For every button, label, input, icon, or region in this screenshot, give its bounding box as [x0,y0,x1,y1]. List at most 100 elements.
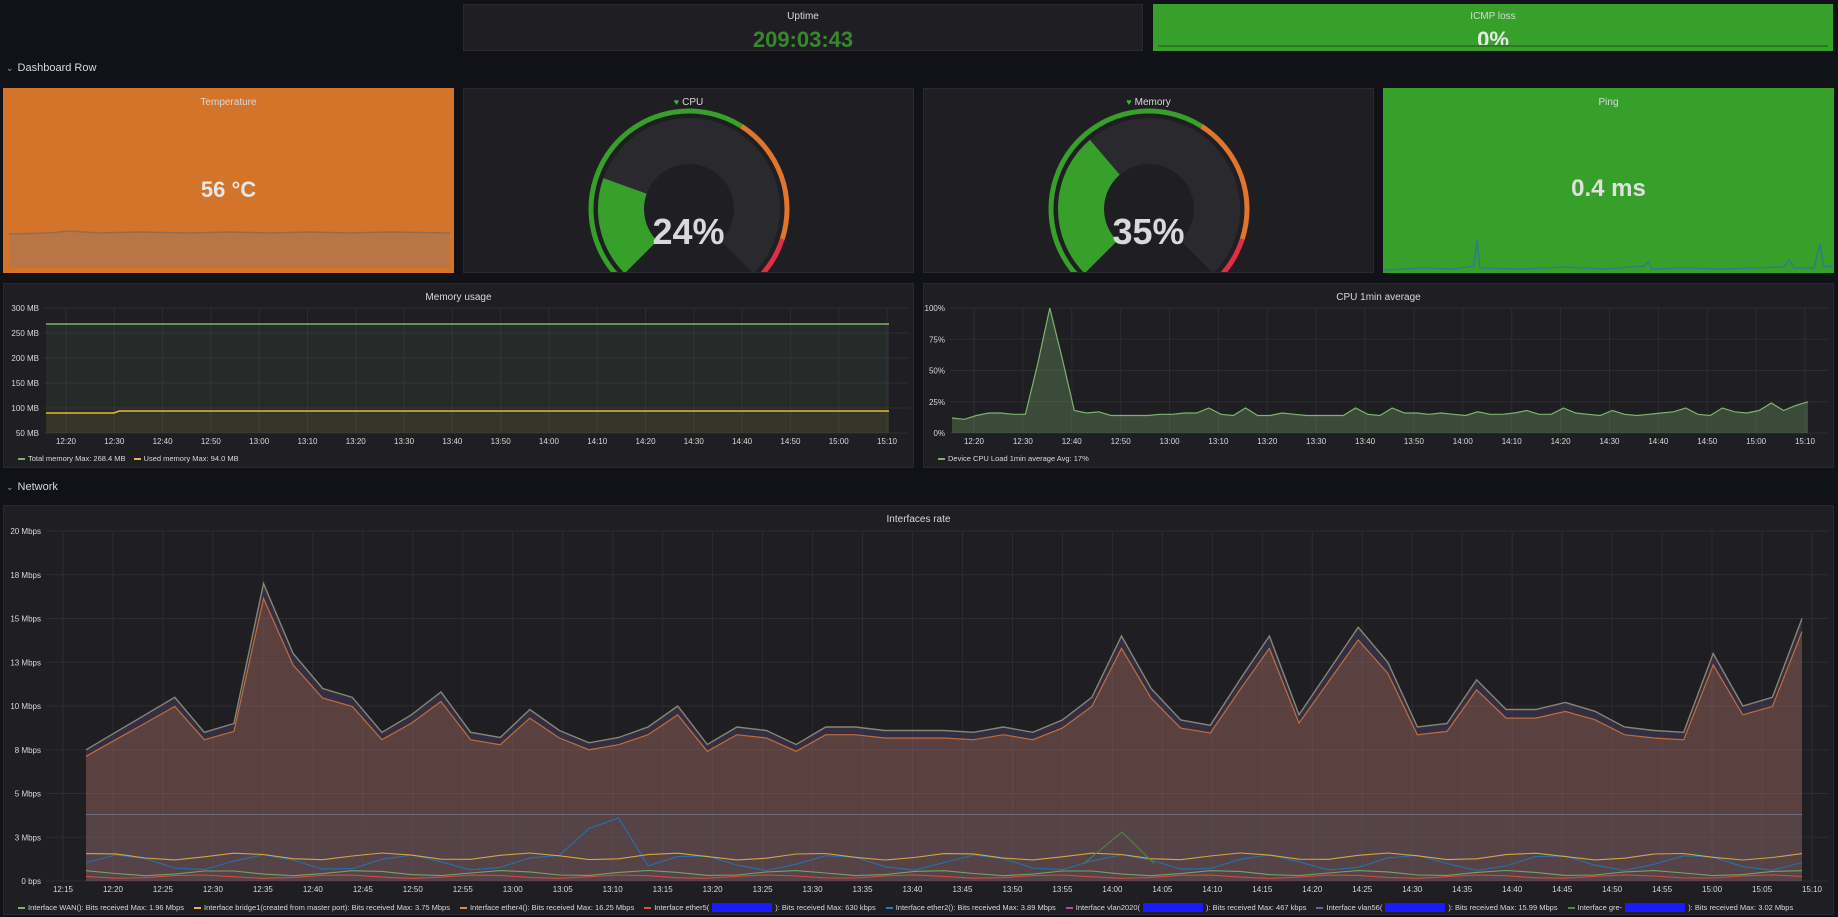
x-tick-label: 13:30 [1306,437,1327,446]
y-tick-label: 0% [933,429,945,438]
ether4-area [86,598,1802,881]
x-tick-label: 13:50 [491,437,512,446]
cpu-average-title: CPU 1min average [1336,292,1421,303]
y-tick-label: 15 Mbps [10,615,41,624]
memory-gauge-panel[interactable]: ♥ Memory 35% [923,88,1374,273]
x-tick-label: 14:20 [1302,885,1323,894]
x-tick-label: 14:10 [1202,885,1223,894]
x-tick-label: 14:40 [1648,437,1669,446]
legend-label: Interface ether5( [654,903,710,912]
redacted-block [1625,903,1686,912]
legend-item[interactable]: Interface ether2(): Bits received Max: 3… [885,903,1056,912]
legend-swatch [1065,906,1073,909]
ping-panel[interactable]: Ping 0.4 ms [1383,88,1834,273]
legend-item[interactable]: Interface ether4(): Bits received Max: 1… [459,903,635,912]
y-tick-label: 5 Mbps [15,790,41,799]
row-dashboard-header[interactable]: ⌄ Dashboard Row [6,62,96,74]
row-network-title: Network [17,481,58,493]
used-memory-area [46,411,889,433]
y-tick-label: 18 Mbps [10,571,41,580]
x-tick-label: 14:00 [1102,885,1123,894]
temperature-panel[interactable]: Temperature 56 °C [3,88,454,273]
x-tick-label: 14:30 [1402,885,1423,894]
x-tick-label: 13:40 [1355,437,1376,446]
y-tick-label: 100% [925,304,945,313]
total-memory-area [46,324,889,433]
x-tick-label: 15:10 [1795,437,1816,446]
gauge-value-arc [598,178,658,272]
x-tick-label: 13:10 [297,437,318,446]
legend-item[interactable]: Interface vlan56( ): Bits received Max: 1… [1316,903,1558,912]
bridge-band-area [86,814,1802,881]
legend-label-suffix: ): Bits received Max: 3.02 Mbps [1688,903,1794,912]
gauge-threshold-band [1220,238,1245,272]
x-tick-label: 13:55 [1052,885,1073,894]
interfaces-rate-title: Interfaces rate [886,514,951,525]
legend-label: Interface vlan2020( [1075,903,1141,912]
gauge-threshold-band [740,124,790,241]
interfaces-rate-legend: Interface WAN(): Bits received Max: 1.96… [18,903,1793,912]
legend-swatch [459,906,467,909]
legend-label: Interface ether4(): Bits received Max: 1… [469,903,635,912]
x-tick-label: 15:10 [1802,885,1823,894]
interface-line [85,869,1803,877]
temperature-sparkline [9,230,450,268]
legend-item[interactable]: Interface gre-): Bits received Max: 3.02… [1567,903,1794,912]
x-tick-label: 14:10 [1502,437,1523,446]
uptime-title: Uptime [787,11,819,22]
y-tick-label: 250 MB [11,329,39,338]
y-tick-label: 100 MB [11,404,39,413]
memory-usage-chart: 300 MB 250 MB 200 MB 150 MB 100 MB 50 MB 12:20… [11,304,909,446]
x-tick-label: 13:50 [1002,885,1023,894]
y-tick-label: 10 Mbps [10,702,41,711]
ping-sparkline [1384,239,1833,271]
x-tick-label: 14:15 [1252,885,1273,894]
ping-value: 0.4 ms [1571,175,1646,202]
icmp-loss-value: 0% [1477,27,1509,51]
legend-label: Interface WAN(): Bits received Max: 1.96… [28,903,185,912]
interfaces-rate-chart: 20 Mbps 18 Mbps 15 Mbps 13 Mbps 10 Mbps 8 Mbp… [10,527,1829,894]
cpu-average-chart: 100% 75% 50% 25% 0% 12:20 12:30 12:40 12:50 13:00… [925,304,1829,446]
legend-item[interactable]: Total memory Max: 268.4 MB [18,454,126,463]
x-tick-label: 13:20 [1257,437,1278,446]
x-tick-label: 13:40 [902,885,923,894]
cpu-area [952,308,1808,433]
legend-item[interactable]: Device CPU Load 1min average Avg: 17% [938,454,1089,463]
icmp-loss-panel[interactable]: ICMP loss 0% [1153,4,1833,51]
legend-swatch [644,906,652,909]
x-tick-label: 14:25 [1352,885,1373,894]
legend-label: Interface vlan56( [1326,903,1383,912]
memory-usage-panel[interactable]: Memory usage 300 MB 250 MB 200 MB 150 MB 100… [3,283,914,468]
x-tick-label: 12:30 [104,437,125,446]
x-tick-label: 13:20 [346,437,367,446]
y-tick-label: 25% [929,398,945,407]
x-tick-label: 12:40 [1062,437,1083,446]
y-tick-label: 8 Mbps [15,746,41,755]
interface-line [85,817,1803,872]
y-tick-label: 0 bps [21,877,41,886]
x-tick-label: 12:30 [203,885,224,894]
legend-item[interactable]: Interface ether5(): Bits received Max: 6… [644,903,876,912]
x-tick-label: 13:45 [952,885,973,894]
x-tick-label: 12:20 [56,437,77,446]
x-tick-label: 14:00 [539,437,560,446]
legend-item[interactable]: Interface WAN(): Bits received Max: 1.96… [18,903,184,912]
cpu-gauge-panel[interactable]: ♥ CPU 24% [463,88,914,273]
legend-label-suffix: ): Bits received Max: 15.99 Mbps [1448,903,1558,912]
legend-item[interactable]: Interface vlan2020(): Bits received Max:… [1065,903,1306,912]
heart-icon: ♥ [673,97,680,107]
memory-usage-legend: Total memory Max: 268.4 MB Used memory M… [18,454,239,463]
interfaces-rate-panel[interactable]: Interfaces rate 20 Mbps 18 Mbps 15 Mbps 13 … [3,505,1834,915]
x-tick-label: 12:20 [964,437,985,446]
x-tick-label: 14:05 [1152,885,1173,894]
legend-item[interactable]: Interface bridge1(created from master po… [194,903,450,912]
x-tick-label: 14:50 [780,437,801,446]
row-network-header[interactable]: ⌄ Network [6,481,58,493]
uptime-panel[interactable]: Uptime 209:03:43 [463,4,1143,51]
legend-item[interactable]: Used memory Max: 94.0 MB [133,454,239,463]
row-dashboard-title: Dashboard Row [17,62,97,74]
x-tick-label: 15:10 [877,437,898,446]
icmp-loss-title: ICMP loss [1470,11,1516,22]
cpu-average-panel[interactable]: CPU 1min average 100% 75% 50% 25% 0% 12:20 12:… [923,283,1834,468]
vlan56-line [85,581,1803,751]
